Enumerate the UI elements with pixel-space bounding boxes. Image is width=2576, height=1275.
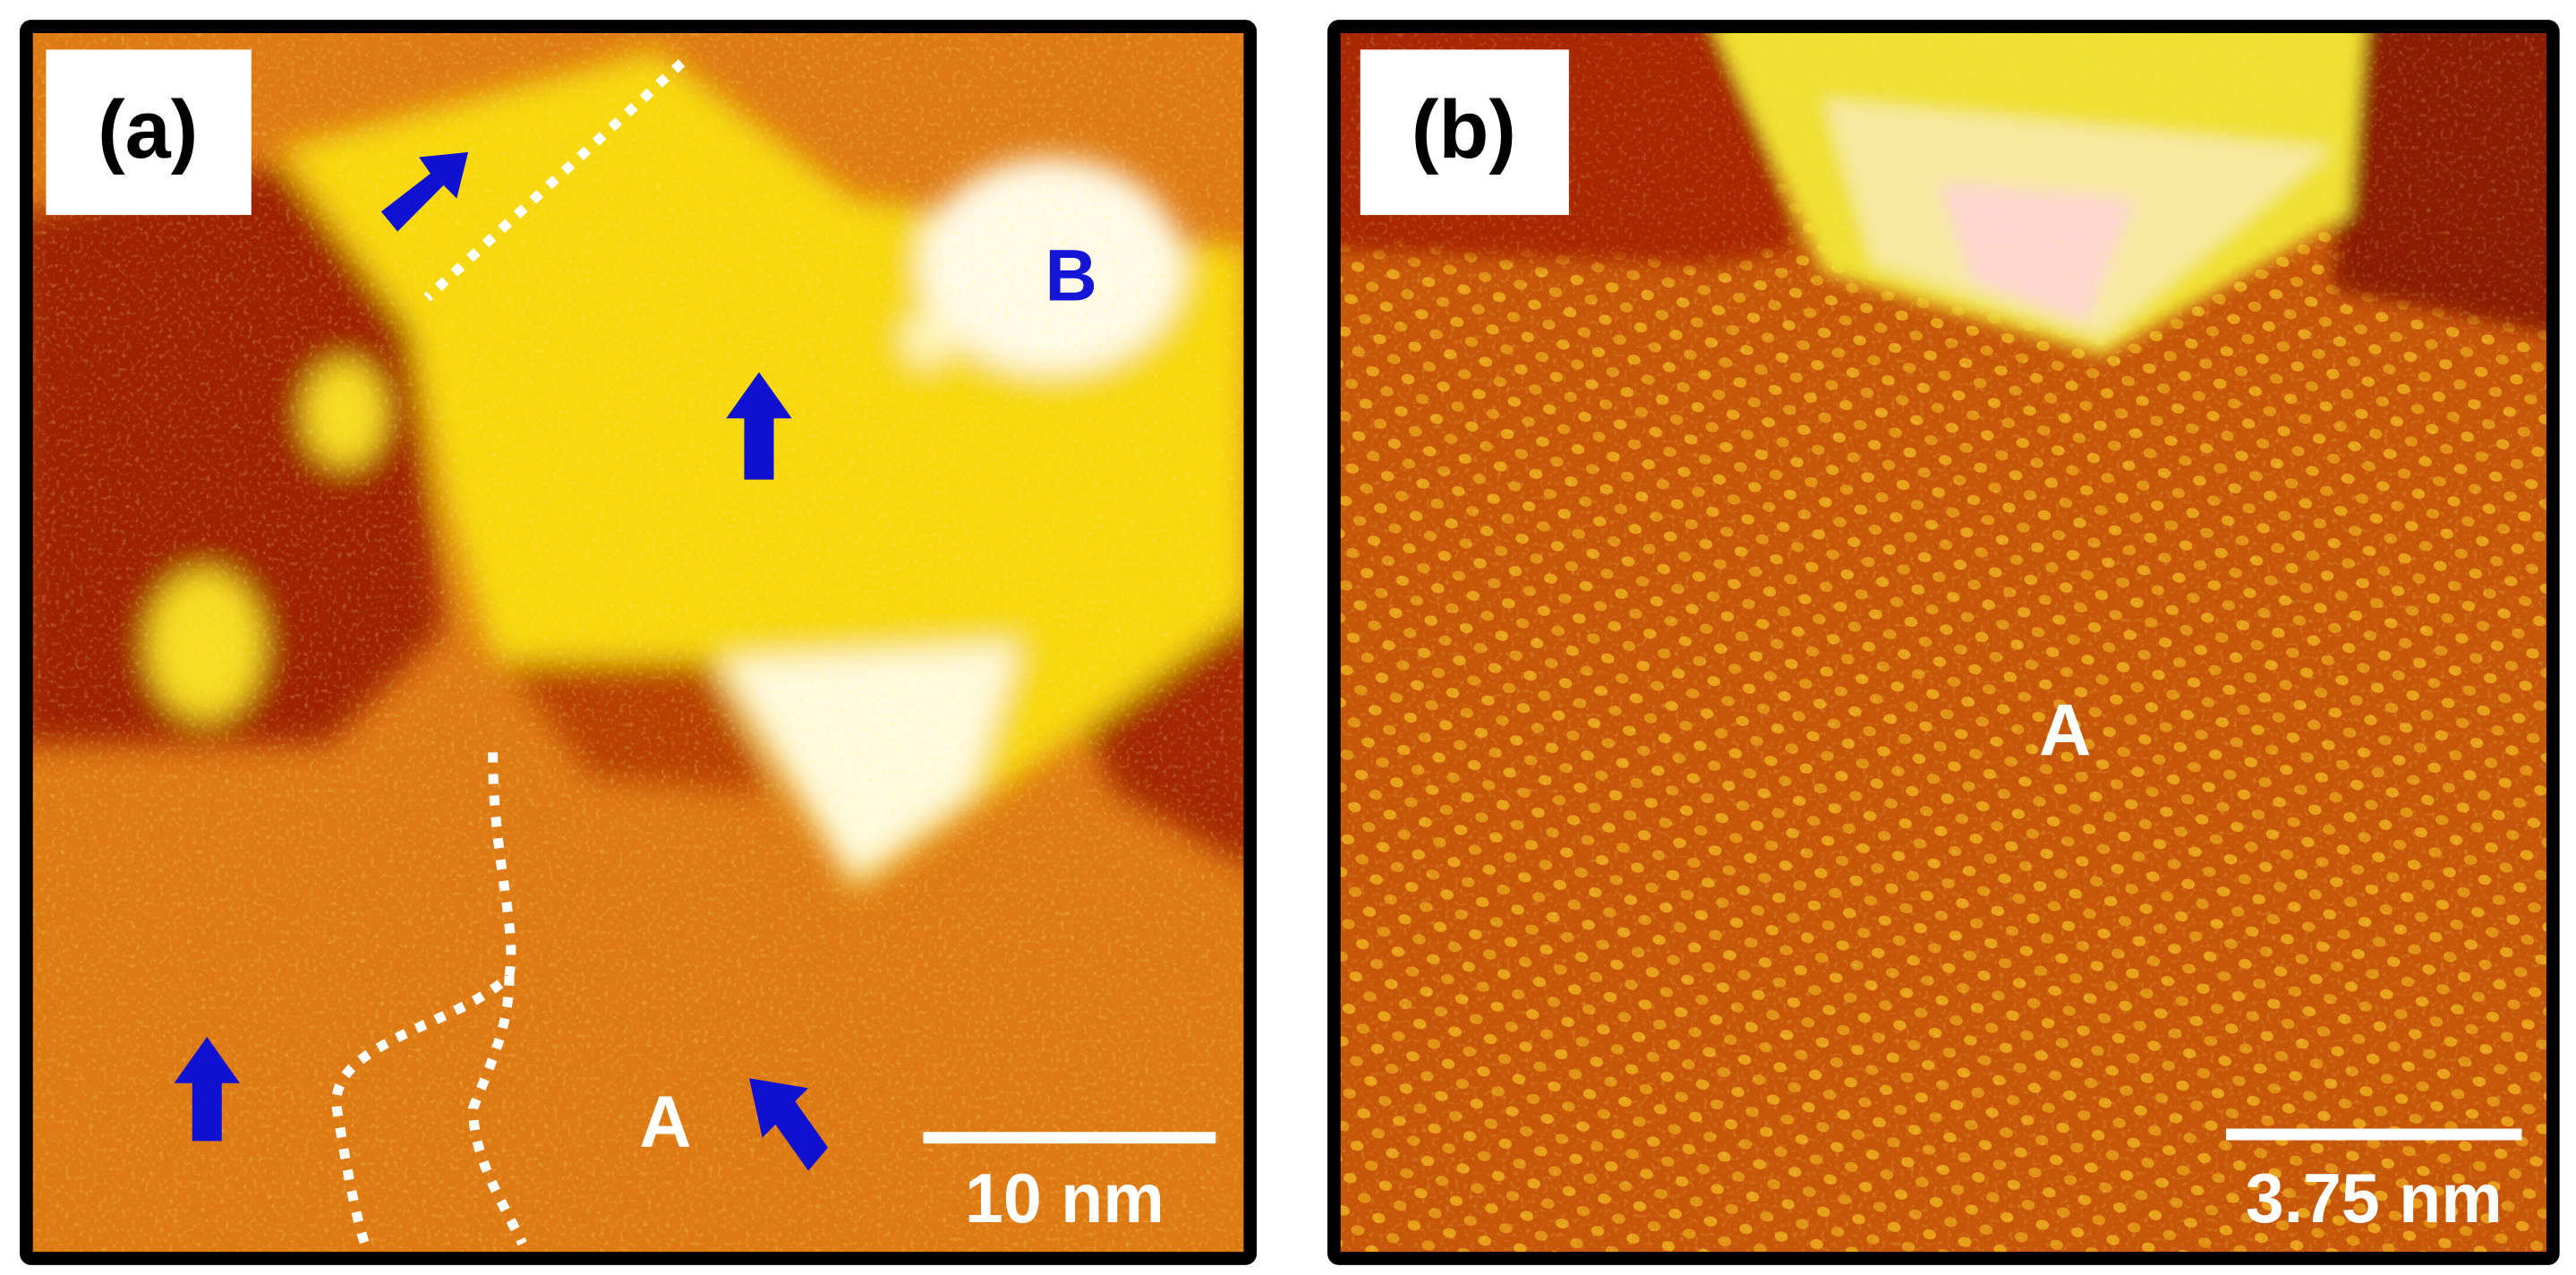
region-label: B <box>1045 235 1097 316</box>
scale-bar-label: 10 nm <box>965 1160 1164 1237</box>
region-label: A <box>2039 690 2091 771</box>
scale-bar-label: 3.75 nm <box>2246 1160 2503 1237</box>
panel-b-frame <box>1327 20 2560 1265</box>
region-label: A <box>639 1082 691 1163</box>
panel-b-label-box <box>1360 49 1569 216</box>
panel-a-image <box>26 26 1250 1259</box>
panel-b-image <box>1334 26 2554 1259</box>
panel-label: (a) <box>98 83 198 175</box>
panel-label: (b) <box>1412 83 1516 175</box>
panel-a-label-box <box>46 49 252 216</box>
panel-a-frame <box>20 20 1258 1265</box>
